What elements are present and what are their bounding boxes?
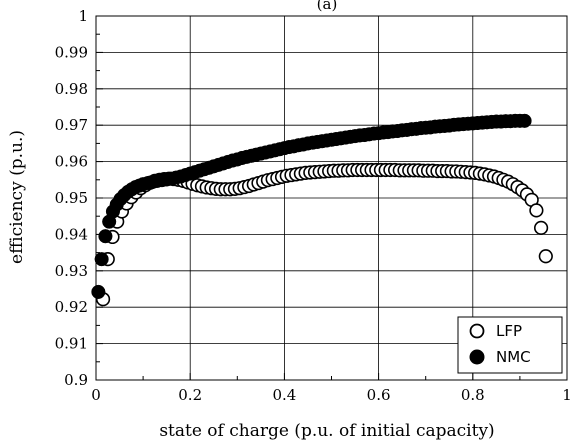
panel-label: (a) bbox=[317, 0, 338, 13]
lfp-point bbox=[529, 203, 544, 218]
x-tick-label: 0.8 bbox=[461, 386, 485, 404]
legend-marker-lfp bbox=[469, 323, 485, 339]
y-tick-label: 0.94 bbox=[55, 225, 88, 243]
lfp-point bbox=[533, 220, 549, 235]
y-tick-label: 0.98 bbox=[55, 80, 88, 98]
legend: LFP NMC bbox=[457, 316, 563, 374]
nmc-point bbox=[91, 284, 106, 299]
tick-labels: 0 0.2 0.4 0.6 0.8 1 0.9 0.91 0.92 0.93 0.94 0.95 0.9… bbox=[55, 7, 571, 404]
x-tick-label: 0.2 bbox=[178, 386, 202, 404]
y-tick-label: 0.99 bbox=[55, 43, 88, 61]
lfp-point bbox=[538, 249, 553, 264]
y-tick-label: 1 bbox=[78, 7, 88, 25]
y-tick-label: 0.9 bbox=[64, 371, 88, 389]
x-tick-label: 1 bbox=[562, 386, 571, 404]
x-tick-label: 0 bbox=[91, 386, 101, 404]
legend-label-lfp: LFP bbox=[496, 322, 522, 340]
plot-frame bbox=[95, 15, 568, 381]
y-tick-label: 0.92 bbox=[55, 298, 88, 316]
nmc-point bbox=[517, 113, 532, 128]
legend-label-nmc: NMC bbox=[496, 348, 531, 366]
y-tick-label: 0.97 bbox=[55, 116, 88, 134]
series-nmc bbox=[91, 113, 532, 299]
x-tick-label: 0.4 bbox=[272, 386, 296, 404]
x-tick-label: 0.6 bbox=[367, 386, 391, 404]
y-tick-label: 0.95 bbox=[55, 189, 88, 207]
y-tick-label: 0.91 bbox=[55, 335, 88, 353]
y-tick-label: 0.96 bbox=[55, 153, 88, 171]
nmc-point bbox=[94, 252, 109, 267]
y-tick-label: 0.93 bbox=[55, 262, 88, 280]
y-axis-title: efficiency (p.u.) bbox=[7, 130, 27, 264]
legend-marker-nmc bbox=[469, 349, 485, 365]
nmc-point bbox=[98, 229, 113, 244]
x-axis-title: state of charge (p.u. of initial capacit… bbox=[159, 421, 494, 441]
